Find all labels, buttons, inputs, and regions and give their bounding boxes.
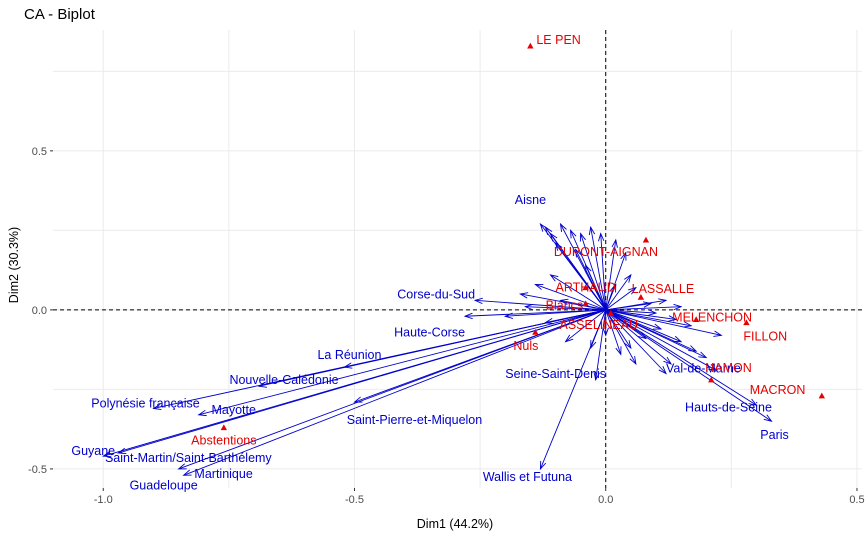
column-label-polynesie-francaise: Polynésie française: [91, 396, 199, 410]
x-tick-label: 0.5: [849, 494, 864, 506]
row-point-asselineau: [607, 309, 614, 316]
column-arrow-martinique: [177, 309, 606, 470]
column-arrow: [605, 309, 673, 365]
column-arrow-corse-du-sud: [473, 297, 606, 311]
column-label-val-de-marne: Val-de-Marne: [666, 362, 741, 376]
x-tick-label: -0.5: [345, 494, 364, 506]
row-point-melenchon: [692, 316, 700, 322]
column-arrow: [605, 238, 618, 310]
column-arrow-val-de-marne: [605, 309, 667, 375]
chart-title: CA - Biplot: [24, 6, 95, 23]
row-point-arthaud: [582, 284, 589, 291]
row-point-blancs: [582, 300, 589, 307]
y-axis-title: Dim2 (30.3%): [7, 227, 21, 303]
column-arrow-guadeloupe: [182, 309, 606, 476]
x-tick-label: 0.0: [598, 494, 613, 506]
row-points: [220, 42, 826, 431]
column-arrow: [598, 232, 607, 310]
column-arrow: [605, 309, 693, 328]
column-arrow: [605, 309, 632, 350]
column-arrow: [605, 309, 637, 366]
row-label-fillon: FILLON: [743, 330, 787, 344]
column-arrow-polynesie-francaise: [152, 309, 606, 411]
column-arrow: [605, 309, 678, 322]
column-arrow-aisne: [539, 222, 607, 311]
column-arrow: [605, 286, 637, 311]
column-arrow: [534, 283, 606, 311]
column-label-corse-du-sud: Corse-du-Sud: [397, 287, 475, 301]
column-arrow: [605, 298, 668, 311]
row-point-nuls: [532, 328, 539, 335]
column-label-nouvelle-caledonie: Nouvelle-Calédonie: [229, 373, 338, 387]
column-label-la-reunion: La Réunion: [317, 348, 381, 362]
row-label-arthaud: ARTHAUD: [556, 281, 616, 295]
column-arrow: [605, 283, 617, 311]
column-arrow: [585, 264, 607, 311]
row-label-asselineau: ASSELINEAU: [559, 318, 638, 332]
column-arrow: [602, 309, 609, 337]
reference-lines: [53, 30, 862, 488]
column-label-wallis-et-futuna: Wallis et Futuna: [483, 470, 572, 484]
row-point-le-pen: [527, 42, 534, 49]
y-tick-label: -0.5: [28, 464, 47, 476]
x-axis-title: Dim1 (44.2%): [417, 517, 493, 531]
axes: -1.0 -0.5 0.0 0.5 -0.5 0.0 0.5: [28, 146, 865, 506]
row-point-macron: [818, 392, 826, 399]
column-arrow: [605, 309, 663, 330]
row-point-fillon: [743, 319, 750, 326]
row-label-blancs: Blancs: [546, 299, 584, 313]
column-label-seine-saint-denis: Seine-Saint-Denis: [505, 367, 606, 381]
row-label-nuls: Nuls: [513, 339, 538, 353]
column-arrow: [605, 309, 718, 371]
column-label-saint-martin-saint-barthelemy: Saint-Martin/Saint-Barthélemy: [105, 451, 272, 465]
column-arrow-wallis-et-futuna: [539, 309, 607, 471]
column-arrow-seine-saint-denis: [593, 309, 607, 382]
column-arrow: [579, 232, 607, 311]
column-arrow: [605, 309, 723, 337]
column-arrow-haute-corse: [463, 309, 606, 320]
column-arrow: [605, 303, 683, 311]
column-arrow: [564, 309, 607, 343]
row-label-dupont-aignan: DUPONT-AIGNAN: [554, 245, 658, 259]
column-arrow-hauts-de-seine: [605, 309, 758, 407]
grid: [53, 30, 862, 488]
row-label-macron: MACRON: [750, 383, 806, 397]
column-label-saint-pierre-et-miquelon: Saint-Pierre-et-Miquelon: [347, 413, 483, 427]
column-arrow: [588, 225, 607, 310]
point-labels: Aisne Corse-du-Sud Haute-Corse La Réunion No…: [71, 33, 805, 492]
column-label-martinique: Martinique: [194, 467, 252, 481]
row-label-le-pen: LE PEN: [536, 33, 580, 47]
column-label-mayotte: Mayotte: [211, 403, 256, 417]
column-arrow: [605, 309, 708, 359]
column-label-guadeloupe: Guadeloupe: [130, 478, 198, 492]
row-label-abstentions: Abstentions: [191, 434, 256, 448]
column-label-paris: Paris: [760, 428, 788, 442]
row-point-dupont-aignan: [642, 236, 650, 243]
x-tick-label: -1.0: [94, 494, 113, 506]
row-label-melenchon: MELENCHON: [672, 310, 752, 324]
row-label-lassalle: LASSALLE: [632, 282, 695, 296]
column-label-hauts-de-seine: Hauts-de-Seine: [685, 400, 772, 414]
row-point-abstentions: [220, 424, 228, 431]
y-tick-label: 0.5: [32, 146, 47, 158]
column-label-haute-corse: Haute-Corse: [394, 325, 465, 339]
column-arrows: [101, 222, 773, 476]
column-arrow-saint-martin-saint-barthelemy: [117, 309, 606, 454]
column-arrow: [605, 273, 632, 311]
row-point-lassalle: [637, 293, 645, 300]
column-arrow-mayotte: [197, 309, 606, 417]
column-arrow: [605, 309, 622, 356]
y-tick-label: 0.0: [32, 305, 47, 317]
column-arrow-paris: [605, 309, 773, 422]
row-point-hamon: [708, 376, 715, 383]
column-label-guyane: Guyane: [71, 444, 115, 458]
row-label-hamon: HAMON: [705, 361, 752, 375]
column-arrow: [549, 274, 606, 311]
column-label-aisne: Aisne: [515, 193, 546, 207]
column-arrow: [605, 309, 658, 316]
